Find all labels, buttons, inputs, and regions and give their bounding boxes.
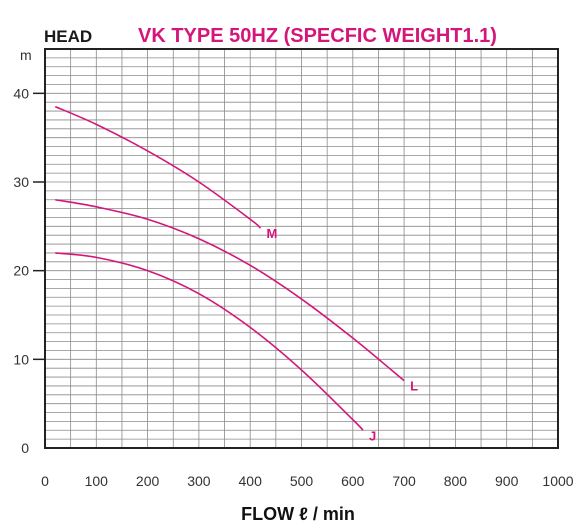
x-tick-label: 200 [136, 473, 160, 489]
x-tick-label: 900 [495, 473, 519, 489]
series-line-J [55, 252, 364, 431]
x-axis-label: FLOW ℓ / min [241, 504, 355, 524]
grid [45, 49, 558, 448]
y-axis-ticks: 0 10 20 30 40 [13, 85, 45, 456]
y-tick-label: 30 [13, 174, 29, 190]
x-tick-label: 500 [290, 473, 314, 489]
series: M L J [54, 105, 418, 443]
head-label: HEAD [44, 27, 92, 46]
plot-frame [44, 48, 559, 449]
x-tick-label: 0 [41, 473, 49, 489]
series-line-M [54, 105, 262, 229]
series-label-J: J [369, 428, 376, 443]
x-tick-label: 1000 [542, 473, 573, 489]
x-tick-label: 800 [444, 473, 468, 489]
series-line-L [55, 198, 405, 382]
series-label-L: L [410, 379, 418, 394]
y-tick-label: 40 [13, 85, 29, 101]
chart-title: VK TYPE 50HZ (SPECFIC WEIGHT1.1) [138, 25, 497, 47]
y-tick-label: 10 [13, 351, 29, 367]
x-tick-label: 300 [187, 473, 211, 489]
y-tick-label: 0 [21, 440, 29, 456]
x-tick-label: 700 [392, 473, 416, 489]
y-tick-label: 20 [13, 263, 29, 279]
x-tick-label: 400 [239, 473, 263, 489]
series-label-M: M [266, 226, 277, 241]
x-tick-label: 600 [341, 473, 365, 489]
x-tick-label: 100 [85, 473, 109, 489]
x-axis-ticks: 0 100 200 300 400 500 600 700 800 900 1000 [41, 473, 574, 489]
y-unit-label: m [20, 47, 32, 63]
